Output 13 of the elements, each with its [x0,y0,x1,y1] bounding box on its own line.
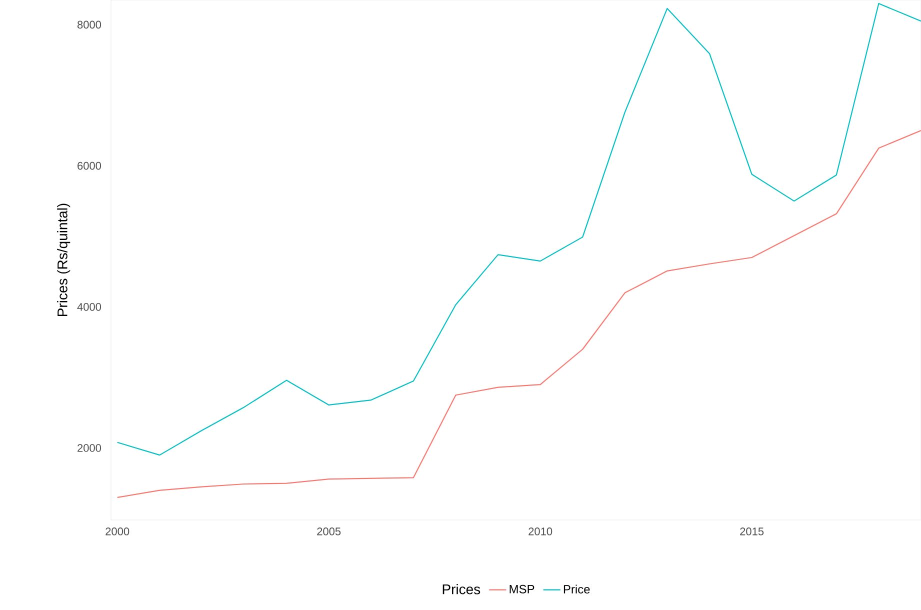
y-tick-label: 6000 [78,162,102,170]
y-axis-title: Prices (Rs/quintal) [57,204,70,316]
x-tick-label: 2010 [528,528,552,536]
legend-title: Prices [442,584,480,594]
y-tick-label: 8000 [77,20,102,29]
legend-label: MSP [510,584,534,594]
x-tick-label: 2000 [106,528,130,536]
x-tick-label: 2005 [317,528,341,536]
line-series [116,2,921,456]
legend-label: Price [564,584,590,594]
x-tick-label: 2015 [740,528,764,536]
y-tick-label: 4000 [77,303,102,311]
y-tick-label: 2000 [78,444,102,452]
